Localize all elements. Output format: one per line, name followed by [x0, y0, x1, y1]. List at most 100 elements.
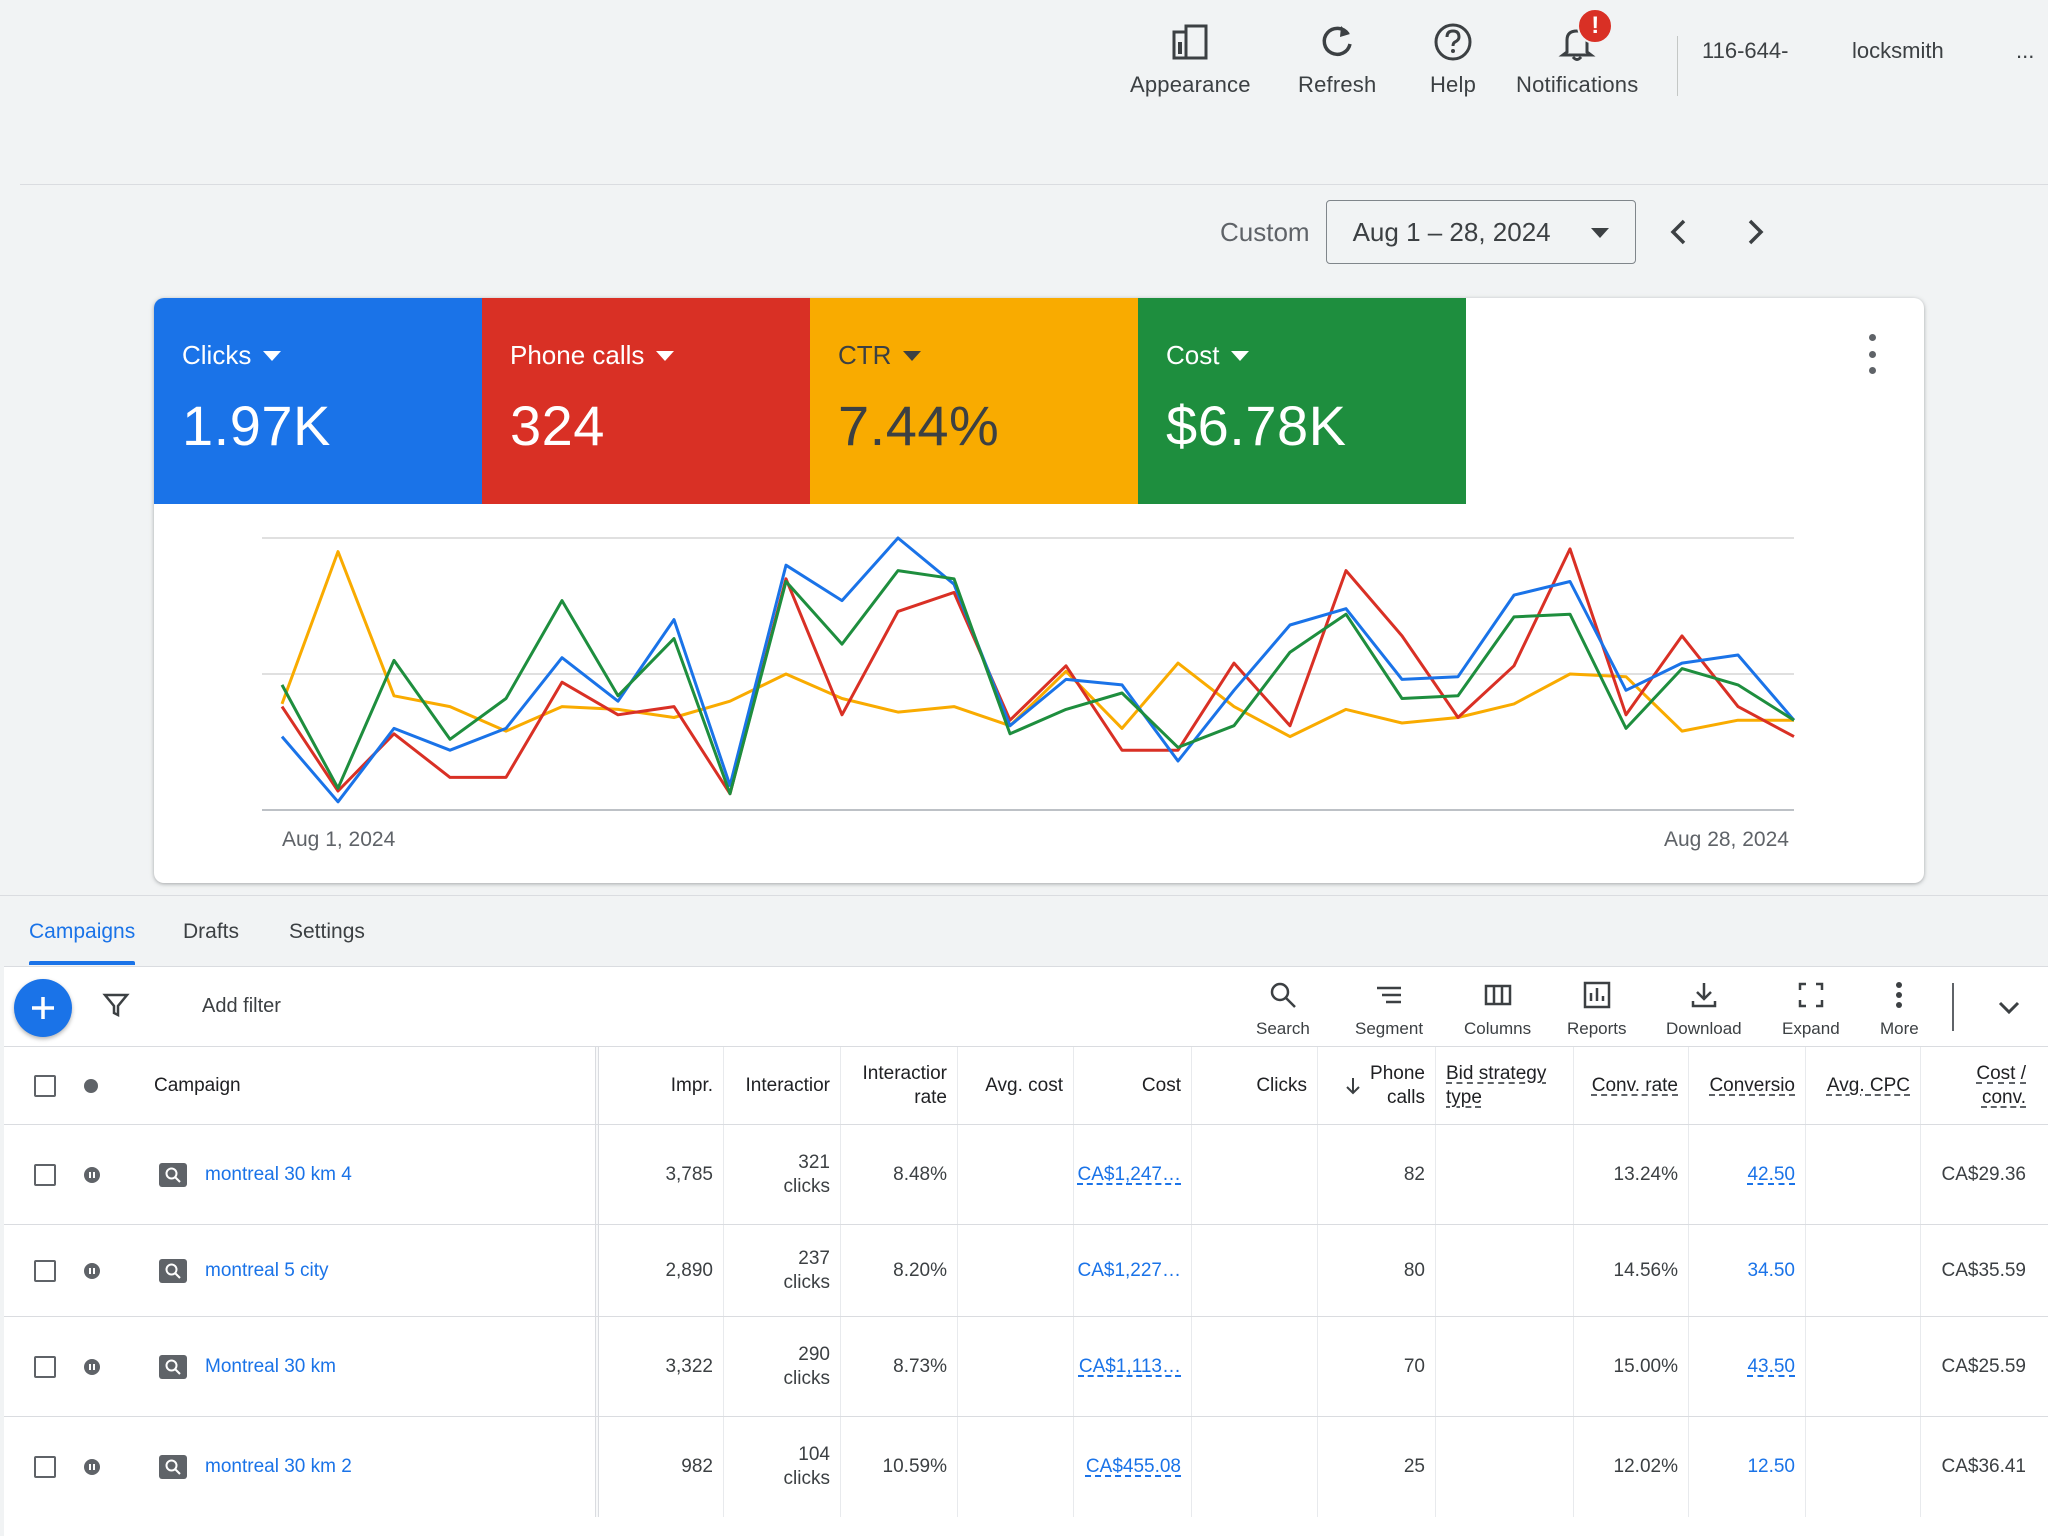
- interactions-unit: clicks: [783, 1175, 830, 1197]
- tab-drafts[interactable]: Drafts: [183, 920, 240, 943]
- next-period-button[interactable]: [1724, 202, 1784, 262]
- header-bid-strategy[interactable]: Bid strategy type: [1436, 1047, 1574, 1124]
- header-campaign[interactable]: Campaign: [154, 1074, 241, 1096]
- date-range-value: Aug 1 – 28, 2024: [1352, 216, 1551, 247]
- download-tool-button[interactable]: Download: [1666, 979, 1742, 1039]
- refresh-button[interactable]: Refresh: [1298, 18, 1376, 98]
- row-checkbox[interactable]: [34, 1456, 56, 1478]
- add-campaign-button[interactable]: [14, 979, 72, 1037]
- series-line-ctr[interactable]: [280, 550, 1794, 739]
- header-cost[interactable]: Cost: [1074, 1047, 1192, 1124]
- chevron-down-icon: [1998, 1001, 2020, 1015]
- header-interaction-rate-line1: Interactior: [862, 1062, 947, 1084]
- date-range-dropdown[interactable]: Aug 1 – 28, 2024: [1325, 200, 1636, 264]
- search-tool-label: Search: [1256, 1019, 1310, 1038]
- bid-strategy-cell: [1436, 1125, 1574, 1224]
- overview-chart-card: Clicks 1.97K Phone calls 324 CTR 7.44% C…: [154, 298, 1924, 883]
- header-conversions[interactable]: Conversio: [1689, 1047, 1806, 1124]
- notifications-button[interactable]: ! Notifications: [1516, 8, 1639, 98]
- header-conv-rate[interactable]: Conv. rate: [1574, 1047, 1689, 1124]
- series-line-clicks[interactable]: [280, 536, 1796, 804]
- interactions-cell: 237 clicks: [724, 1225, 841, 1316]
- metric-ctr[interactable]: CTR 7.44%: [810, 298, 1138, 504]
- header-avg-cost[interactable]: Avg. cost: [958, 1047, 1074, 1124]
- header-cost-conv[interactable]: Cost / conv.: [1921, 1047, 2036, 1124]
- collapse-toggle-button[interactable]: [1994, 993, 2024, 1028]
- segment-tool-button[interactable]: Segment: [1355, 979, 1423, 1039]
- header-interactions[interactable]: Interactior: [724, 1047, 841, 1124]
- row-select-cell: [34, 1225, 74, 1316]
- cost-link[interactable]: CA$1,227…: [1077, 1259, 1181, 1281]
- paused-status-icon[interactable]: [84, 1166, 100, 1183]
- account-name[interactable]: locksmith: [1852, 38, 1944, 63]
- frozen-column-divider: [595, 1317, 599, 1416]
- conversions-link[interactable]: 43.50: [1747, 1355, 1795, 1377]
- cost-link[interactable]: CA$1,247…: [1077, 1163, 1181, 1185]
- campaign-name-link[interactable]: Montreal 30 km: [205, 1355, 336, 1377]
- filter-button[interactable]: [102, 991, 130, 1024]
- conversions-cell: 34.50: [1689, 1225, 1806, 1316]
- header-bid-strategy-line2: type: [1446, 1086, 1482, 1108]
- columns-tool-button[interactable]: Columns: [1464, 979, 1531, 1039]
- row-checkbox[interactable]: [34, 1163, 56, 1186]
- interactions-unit: clicks: [783, 1271, 830, 1293]
- conversions-link[interactable]: 34.50: [1747, 1259, 1795, 1281]
- row-select-cell: [34, 1125, 74, 1224]
- paused-status-icon[interactable]: [84, 1358, 100, 1375]
- interactions-count: 237: [798, 1247, 830, 1269]
- series-line-phone-calls[interactable]: [280, 547, 1795, 796]
- conversions-link[interactable]: 12.50: [1747, 1456, 1795, 1477]
- campaign-name-link[interactable]: montreal 30 km 2: [205, 1456, 352, 1477]
- table-row[interactable]: Montreal 30 km 3,322 290 clicks 8.73% CA$…: [4, 1317, 2048, 1417]
- header-phone-calls-line1: Phone: [1370, 1062, 1425, 1084]
- tab-campaigns[interactable]: Campaigns: [29, 920, 136, 943]
- metric-phone-calls[interactable]: Phone calls 324: [482, 298, 810, 504]
- header-phone-calls[interactable]: Phone calls: [1318, 1047, 1436, 1124]
- avg-cpc-cell: [1806, 1417, 1921, 1517]
- frozen-column-divider: [595, 1125, 599, 1224]
- account-more[interactable]: ...: [2016, 38, 2035, 63]
- notification-badge: !: [1577, 8, 1614, 44]
- cost-link[interactable]: CA$1,113…: [1078, 1355, 1181, 1377]
- row-status-cell: [84, 1417, 114, 1517]
- caret-down-icon: [656, 350, 675, 361]
- table-row[interactable]: montreal 30 km 2 982 104 clicks 10.59% CA…: [4, 1417, 2048, 1517]
- select-all-cell: [34, 1047, 74, 1124]
- previous-period-button[interactable]: [1650, 202, 1710, 262]
- header-interaction-rate[interactable]: Interactior ratе: [841, 1047, 958, 1124]
- row-checkbox[interactable]: [34, 1355, 56, 1378]
- row-status-cell: [84, 1125, 114, 1224]
- header-cost-conv-line1: Cost /: [1976, 1062, 2026, 1084]
- metric-clicks[interactable]: Clicks 1.97K: [154, 298, 482, 504]
- header-impr[interactable]: Impr.: [599, 1047, 724, 1124]
- conversions-link[interactable]: 42.50: [1747, 1163, 1795, 1185]
- help-button[interactable]: Help: [1429, 18, 1477, 98]
- campaign-name-link[interactable]: montreal 5 city: [205, 1259, 329, 1281]
- header-avg-cpc[interactable]: Avg. CPC: [1806, 1047, 1921, 1124]
- account-id[interactable]: 116-644-: [1702, 38, 1789, 63]
- impr-cell: 2,890: [599, 1225, 724, 1316]
- row-checkbox[interactable]: [34, 1259, 56, 1282]
- table-row[interactable]: montreal 5 city 2,890 237 clicks 8.20% CA…: [4, 1225, 2048, 1317]
- metric-cost[interactable]: Cost $6.78K: [1138, 298, 1466, 504]
- search-campaign-icon: [159, 1354, 187, 1379]
- expand-tool-button[interactable]: Expand: [1782, 979, 1840, 1039]
- paused-status-icon[interactable]: [84, 1262, 100, 1279]
- more-tool-button[interactable]: More: [1880, 979, 1919, 1039]
- notifications-label: Notifications: [1516, 72, 1639, 97]
- add-filter-button[interactable]: Add filter: [202, 995, 281, 1017]
- paused-status-icon[interactable]: [84, 1459, 100, 1475]
- campaign-name-link[interactable]: montreal 30 km 4: [205, 1163, 352, 1185]
- select-all-checkbox[interactable]: [34, 1074, 56, 1097]
- header-clicks[interactable]: Clicks: [1192, 1047, 1318, 1124]
- campaign-cell: montreal 5 city: [159, 1225, 594, 1316]
- chart-more-menu[interactable]: [1860, 334, 1884, 374]
- tab-settings[interactable]: Settings: [289, 920, 365, 943]
- search-tool-button[interactable]: Search: [1256, 979, 1310, 1039]
- table-row[interactable]: montreal 30 km 4 3,785 321 clicks 8.48% C…: [4, 1125, 2048, 1225]
- cost-link[interactable]: CA$455.08: [1085, 1456, 1181, 1477]
- appearance-button[interactable]: Appearance: [1130, 18, 1251, 98]
- interactions-cell: 104 clicks: [724, 1417, 841, 1517]
- series-line-cost[interactable]: [280, 569, 1795, 796]
- reports-tool-button[interactable]: Reports: [1567, 979, 1627, 1039]
